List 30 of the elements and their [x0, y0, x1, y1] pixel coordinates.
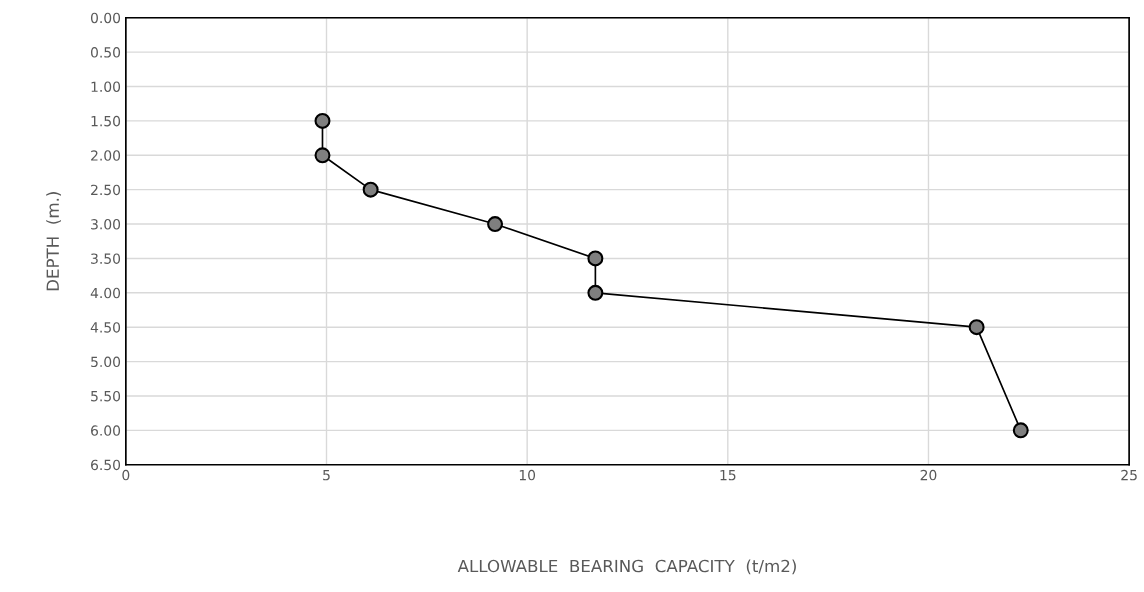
x-tick-label: 10 — [519, 469, 536, 481]
y-tick-label: 1.00 — [91, 81, 121, 92]
y-tick-label: 0.50 — [90, 47, 121, 58]
point — [1012, 422, 1029, 439]
y-tick-label: 6.50 — [91, 459, 121, 471]
y-tick-label: 2.00 — [91, 150, 121, 161]
y-tick-label: 1.50 — [91, 115, 121, 127]
y-tick-label: 4.50 — [90, 322, 121, 333]
x-axis-title: ALLOWABLE BEARING CAPACITY (t/m2) — [457, 559, 796, 575]
x-tick-label: 0 — [122, 469, 130, 481]
y-tick-label: 4.00 — [90, 287, 121, 299]
point — [968, 319, 985, 336]
point — [587, 250, 604, 267]
y-axis-title: DEPTH (m.) — [46, 192, 62, 291]
x-tick-label: 15 — [720, 470, 736, 481]
x-tick-label: 20 — [920, 469, 937, 481]
y-tick-label: 3.50 — [91, 253, 121, 264]
y-tick-label: 5.50 — [91, 390, 121, 402]
x-tick-label: 5 — [323, 470, 330, 481]
y-tick-label: 2.50 — [91, 184, 121, 196]
y-tick-label: 5.00 — [91, 356, 121, 368]
point — [314, 147, 331, 164]
y-tick-label: 0.00 — [90, 12, 121, 24]
x-tick-label: 25 — [1121, 469, 1137, 481]
point — [314, 112, 331, 129]
y-tick-label: 3.00 — [91, 219, 121, 230]
point — [362, 181, 379, 198]
y-tick-label: 6.00 — [91, 425, 121, 436]
point — [487, 216, 504, 233]
point — [587, 284, 604, 301]
